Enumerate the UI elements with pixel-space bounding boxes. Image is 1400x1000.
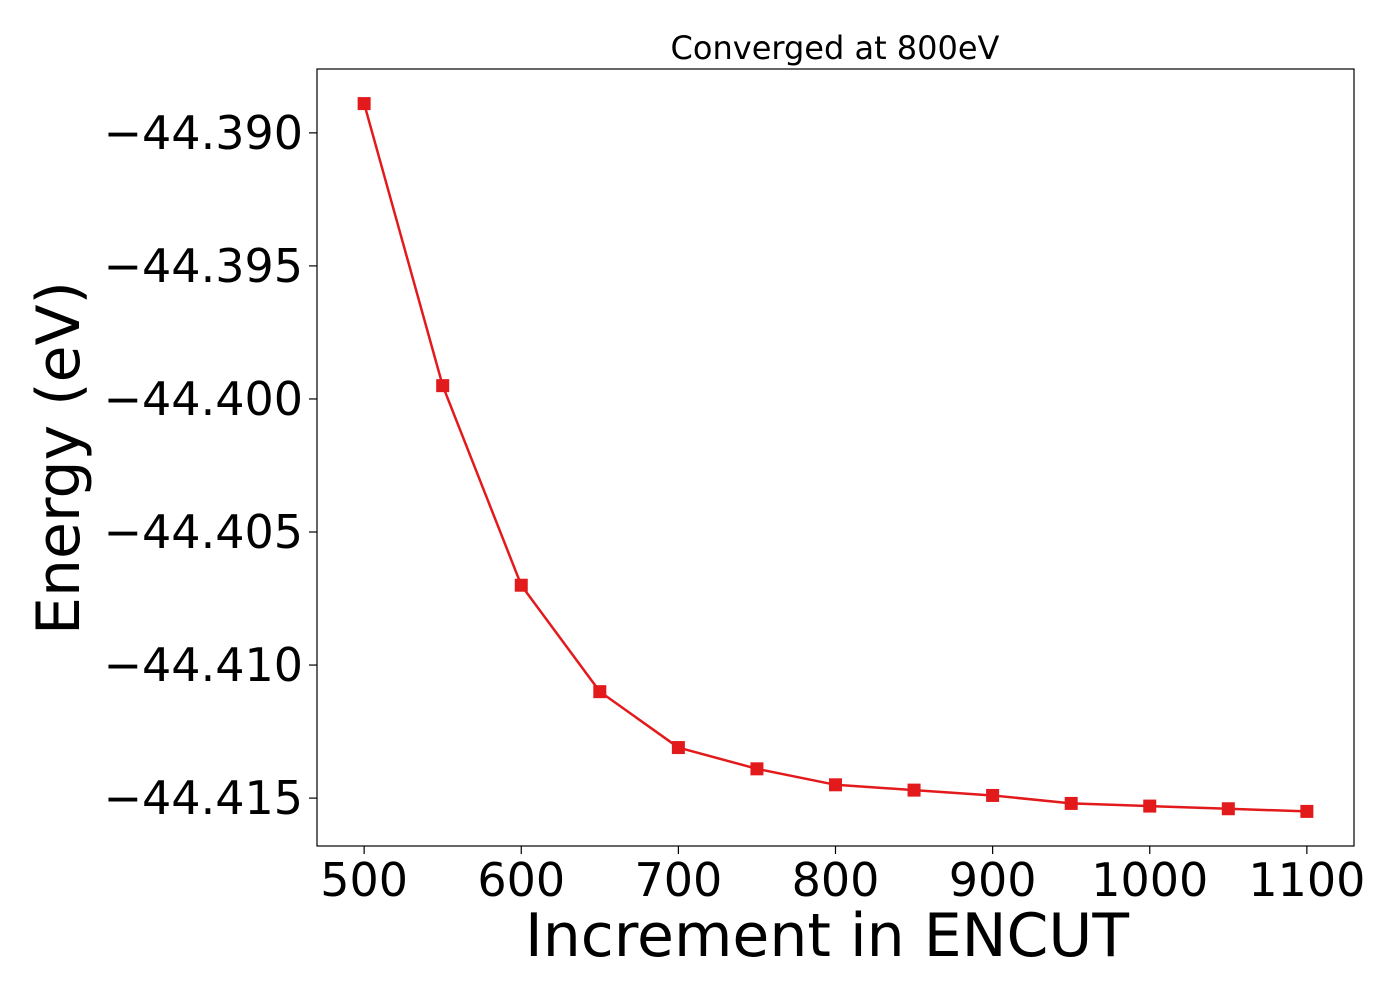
- chart-title: Converged at 800eV: [671, 29, 1000, 67]
- y-axis-label: Energy (eV): [24, 281, 94, 635]
- x-axis-label: Increment in ENCUT: [525, 901, 1129, 971]
- y-tick-label: −44.390: [104, 106, 304, 160]
- y-axis-ticks: −44.390 −44.395 −44.400 −44.405 −44.410 −44.4…: [104, 106, 317, 825]
- x-axis-ticks: 500 600 700 800 900 1000 1100: [320, 846, 1365, 907]
- plot-frame: [316, 68, 1355, 847]
- x-tick-label: 600: [477, 853, 565, 907]
- data-point-marker: [436, 379, 450, 393]
- data-point-marker: [357, 97, 371, 111]
- y-tick-label: −44.415: [104, 771, 304, 825]
- data-point-marker: [514, 578, 528, 592]
- data-point-marker: [907, 783, 921, 797]
- y-tick-label: −44.395: [104, 239, 304, 293]
- x-tick-label: 1000: [1091, 853, 1208, 907]
- data-point-marker: [829, 778, 842, 792]
- data-point-marker: [1064, 796, 1078, 810]
- y-tick-label: −44.405: [104, 505, 304, 559]
- x-tick-label: 1100: [1248, 853, 1365, 907]
- data-point-marker: [1143, 799, 1157, 813]
- x-tick-label: 500: [320, 853, 408, 907]
- y-tick-label: −44.400: [104, 372, 304, 426]
- data-point-marker: [1221, 802, 1235, 816]
- y-tick-label: −44.410: [104, 638, 304, 692]
- series-line: [362, 103, 1307, 813]
- x-tick-label: 900: [949, 853, 1037, 907]
- x-tick-label: 700: [634, 853, 722, 907]
- data-point-marker: [1300, 804, 1314, 818]
- plot-series: [357, 97, 1314, 818]
- data-point-marker: [986, 788, 1000, 802]
- data-point-marker: [671, 741, 685, 755]
- x-tick-label: 800: [792, 853, 880, 907]
- data-point-marker: [593, 685, 607, 699]
- data-point-marker: [750, 762, 764, 776]
